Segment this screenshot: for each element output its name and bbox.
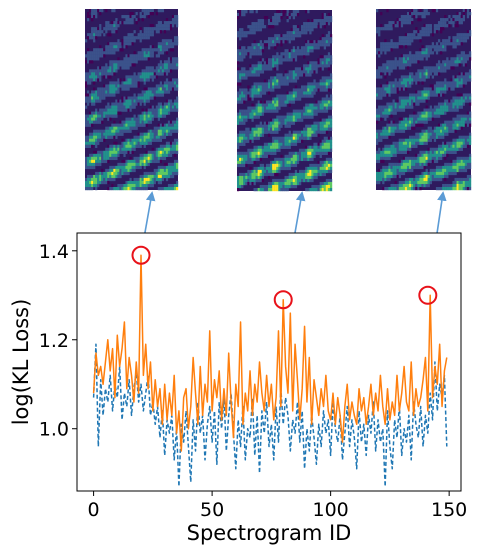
y-tick-label: 1.4 [39, 241, 69, 263]
y-tick-label: 1.2 [39, 330, 69, 352]
x-tick-label: 100 [312, 499, 348, 521]
axis-ticks: 0 50 100 150 1.0 1.2 1.4 [39, 241, 467, 521]
y-axis-label: log(KL Loss) [9, 299, 33, 426]
series-layer [92, 254, 448, 488]
spectrogram-insets [85, 9, 472, 192]
highlight-circles [131, 245, 438, 310]
x-axis-label: Spectrogram ID [187, 521, 352, 545]
plot-frame [76, 232, 462, 492]
series-line-solid [92, 254, 448, 452]
spectrogram-image [237, 10, 333, 192]
x-tick-label: 150 [431, 499, 467, 521]
spectrogram-image [85, 9, 179, 191]
x-tick-label: 0 [88, 499, 100, 521]
spectrogram-image [376, 9, 472, 191]
highlight-circle [418, 285, 438, 305]
highlight-circle [273, 290, 293, 310]
y-tick-label: 1.0 [39, 419, 69, 441]
x-tick-label: 50 [200, 499, 224, 521]
highlight-circle [131, 245, 151, 265]
